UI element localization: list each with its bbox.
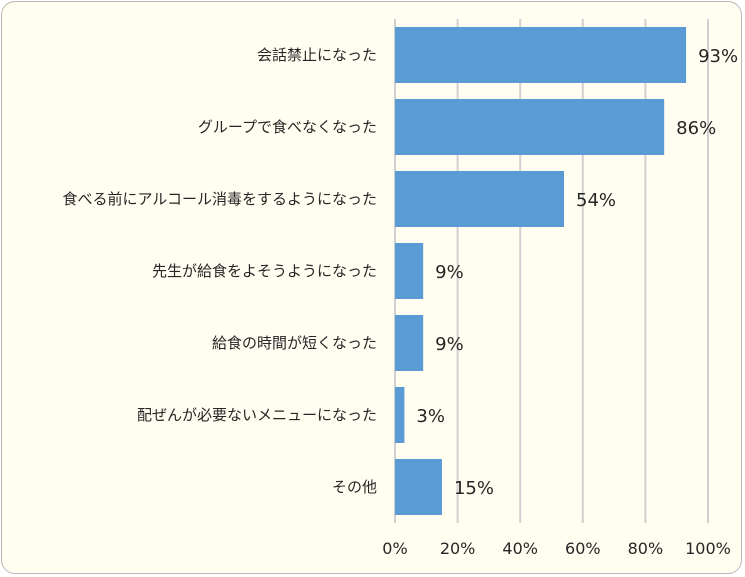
category-label: 配ぜんが必要ないメニューになった bbox=[137, 406, 377, 424]
bar bbox=[395, 459, 442, 515]
bar bbox=[395, 387, 405, 443]
category-label: その他 bbox=[332, 478, 377, 496]
x-tick-label: 60% bbox=[565, 539, 601, 558]
x-tick-label: 20% bbox=[440, 539, 476, 558]
category-label: グループで食べなくなった bbox=[198, 118, 377, 136]
value-label: 54% bbox=[576, 190, 616, 211]
x-tick-label: 0% bbox=[382, 539, 407, 558]
bar bbox=[395, 99, 665, 155]
category-label: 先生が給食をよそうようになった bbox=[152, 262, 377, 280]
bar bbox=[395, 171, 565, 227]
bar bbox=[395, 27, 687, 83]
value-label: 3% bbox=[416, 406, 445, 427]
value-label: 9% bbox=[435, 334, 464, 355]
x-tick-label: 80% bbox=[628, 539, 664, 558]
value-label: 9% bbox=[435, 262, 464, 283]
category-label: 会話禁止になった bbox=[257, 46, 377, 64]
x-tick-label: 100% bbox=[685, 539, 731, 558]
category-label: 給食の時間が短くなった bbox=[212, 334, 377, 352]
value-label: 86% bbox=[676, 118, 716, 139]
x-tick-label: 40% bbox=[502, 539, 538, 558]
bar bbox=[395, 315, 424, 371]
value-label: 15% bbox=[454, 478, 494, 499]
value-label: 93% bbox=[698, 46, 738, 67]
bar bbox=[395, 243, 424, 299]
category-label: 食べる前にアルコール消毒をするようになった bbox=[62, 190, 377, 208]
